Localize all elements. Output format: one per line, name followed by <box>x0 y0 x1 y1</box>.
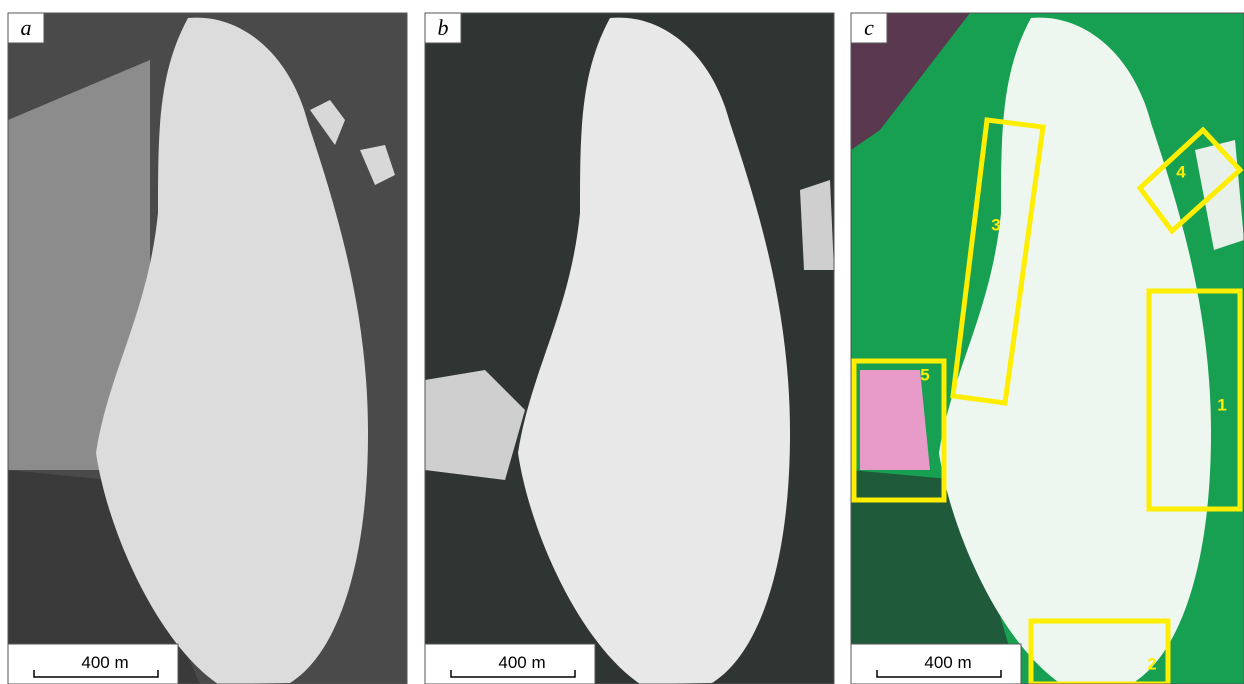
scale-bar-label: 400 m <box>498 653 545 672</box>
region-label: 3 <box>991 215 1000 234</box>
region-label: 4 <box>1176 162 1186 181</box>
region-label: 1 <box>1217 395 1226 414</box>
panel-c-image <box>851 13 1244 684</box>
region-label: 5 <box>920 365 929 384</box>
panel-label: c <box>864 15 874 40</box>
panel-label: b <box>438 15 449 40</box>
scale-bar-label: 400 m <box>924 653 971 672</box>
region-label: 2 <box>1147 654 1156 673</box>
panel-label: a <box>21 15 32 40</box>
panel-a-image <box>8 13 407 684</box>
scale-bar-label: 400 m <box>81 653 128 672</box>
figure: 1 2 3 4 5 a 400 m b 400 m c 400 m <box>0 0 1244 684</box>
panel-b-image <box>425 13 834 684</box>
